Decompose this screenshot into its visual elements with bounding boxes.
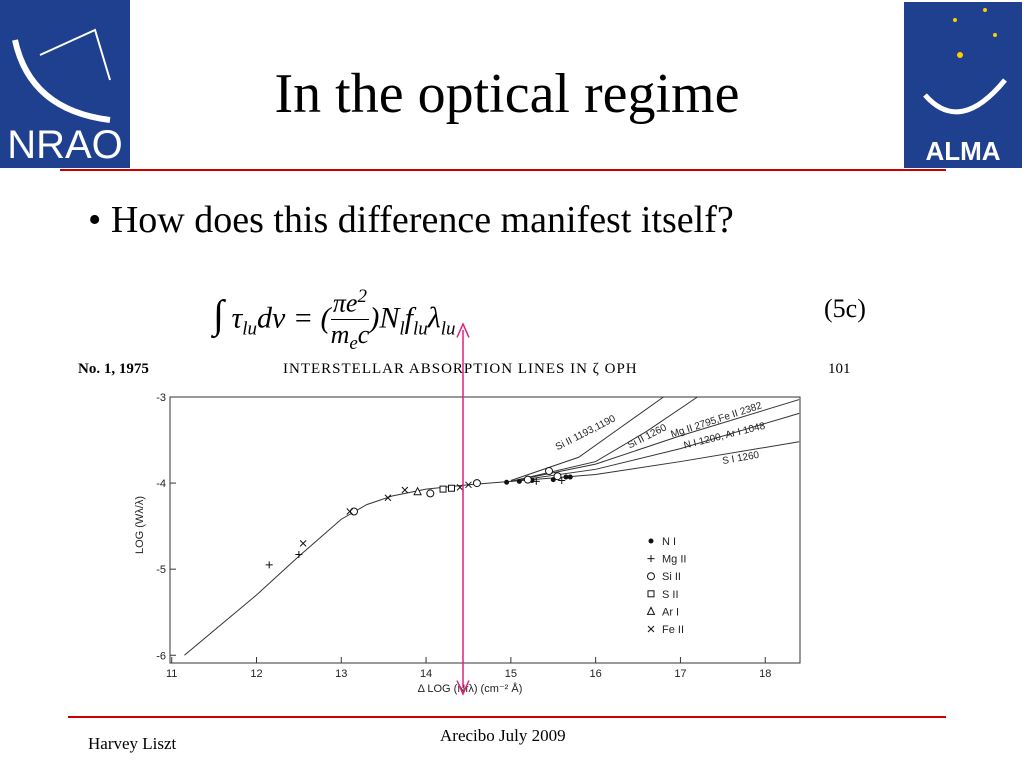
x-tick-label: 12	[250, 668, 262, 680]
curve	[510, 396, 698, 482]
logo-text: NRAO	[7, 123, 123, 167]
x-axis-label: Δ LOG (Nfλ) (cm⁻² Å)	[418, 682, 523, 695]
legend-marker	[647, 555, 655, 563]
legend-label: Mg II	[662, 554, 686, 566]
eq-part: ∫	[213, 291, 224, 337]
point	[299, 539, 307, 547]
x-tick-label: 18	[759, 668, 771, 680]
footer-author: Harvey Liszt	[88, 734, 177, 753]
point	[295, 551, 303, 559]
point	[426, 489, 435, 498]
dish	[923, 78, 1007, 115]
eq-number: (5c)	[824, 294, 866, 323]
eq-part: c	[357, 319, 370, 349]
fig-header: 101	[828, 361, 851, 377]
legend-label: Si II	[662, 571, 681, 583]
dish	[12, 39, 111, 123]
legend-label: S II	[662, 589, 679, 601]
y-tick-label: -4	[156, 478, 166, 490]
point	[523, 475, 532, 484]
point	[401, 486, 409, 494]
bullet-text: How does this difference manifest itself…	[110, 199, 734, 241]
footer-event: Arecibo July 2009	[440, 726, 566, 745]
plot-frame	[169, 396, 801, 664]
point	[516, 478, 522, 484]
legend-label: N I	[662, 536, 676, 548]
equation: ∫ τludv = (πe2 mec)Nlfluλlu	[213, 282, 456, 359]
x-tick-label: 15	[505, 668, 517, 680]
y-tick-label: -6	[156, 650, 166, 662]
point	[413, 486, 422, 496]
point	[384, 494, 392, 502]
point	[439, 485, 447, 493]
point	[532, 477, 540, 485]
point	[563, 474, 569, 480]
curve	[510, 396, 664, 481]
y-tick-label: -3	[156, 392, 166, 404]
point	[567, 474, 573, 480]
x-tick-label: 16	[590, 668, 602, 680]
eq-part: λ	[427, 301, 441, 335]
legend-marker	[647, 590, 655, 598]
logo-text: ALMA	[925, 136, 1000, 166]
curve	[184, 480, 511, 656]
point	[448, 484, 456, 492]
nrao-logo	[0, 0, 130, 168]
eq-part: dv = (	[257, 301, 331, 335]
fig-header: No. 1, 1975	[78, 361, 149, 377]
x-tick-label: 13	[335, 668, 347, 680]
x-tick-label: 11	[166, 668, 177, 680]
legend-marker	[647, 625, 655, 633]
point	[265, 561, 273, 569]
legend-label: Fe II	[662, 624, 684, 636]
bullet: • How does this difference manifest itse…	[88, 199, 734, 241]
eq-part: l	[399, 318, 405, 340]
curve-label: Si II 1193,1190	[554, 413, 618, 453]
legend-marker	[646, 606, 656, 615]
point	[558, 477, 566, 485]
eq-part: lu	[242, 318, 257, 340]
curve	[510, 399, 800, 482]
legend-marker	[648, 538, 654, 544]
eq-part: lu	[440, 318, 456, 340]
y-axis-label: LOG (Wλ/λ)	[134, 496, 146, 554]
point	[545, 467, 554, 476]
eq-part: 2	[357, 286, 367, 307]
eq-part: m	[330, 319, 350, 349]
x-tick-label: 17	[674, 668, 686, 680]
legend-marker	[647, 572, 655, 581]
curve	[510, 412, 800, 482]
eq-part: lu	[412, 318, 428, 340]
y-tick-label: -5	[156, 564, 166, 576]
dish-struts	[39, 28, 111, 81]
x-tick-label: 14	[420, 668, 432, 680]
point	[349, 507, 358, 516]
point	[553, 472, 562, 481]
legend-label: Ar I	[662, 606, 679, 618]
eq-part: τ	[231, 301, 243, 335]
eq-part: πe	[332, 288, 358, 318]
eq-part: )N	[369, 301, 400, 335]
eq-part: f	[404, 301, 413, 335]
eq-part: e	[349, 332, 358, 354]
point	[346, 508, 354, 515]
curve-label: S I 1260	[721, 450, 760, 467]
title: In the optical regime	[274, 63, 740, 125]
point	[472, 479, 481, 488]
point	[504, 479, 510, 485]
